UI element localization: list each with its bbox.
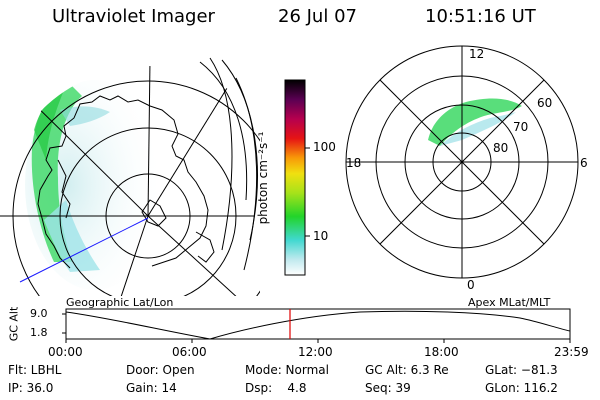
colorbar-tick-label-10: 10	[313, 229, 329, 243]
gain-info: Gain: 14	[126, 381, 177, 395]
seq-info: Seq: 39	[365, 381, 411, 395]
ip-info: IP: 36.0	[8, 381, 54, 395]
meridian-line	[147, 79, 233, 217]
aurora-band-left	[34, 90, 64, 160]
altitude-strip	[62, 308, 571, 343]
altitude-ytick-1.8: 1.8	[30, 326, 48, 339]
mlt-line-diagonal	[379, 79, 545, 245]
lat-arc-outer	[199, 61, 248, 201]
door-info: Door: Open	[126, 363, 195, 377]
meridian-line	[147, 215, 241, 296]
time-tick-0000: 00:00	[48, 345, 83, 359]
coastline	[195, 231, 215, 263]
aurora-inner-polar	[440, 112, 516, 146]
meridian-line	[147, 66, 151, 217]
mlat-label-70: 70	[513, 120, 529, 134]
coastline	[37, 189, 71, 269]
coastline	[57, 159, 71, 219]
meridian-line	[19, 89, 149, 217]
mlt-label-6: 6	[580, 156, 588, 170]
time-tick-0600: 06:00	[172, 345, 207, 359]
altitude-ytick-9: 9.0	[30, 307, 48, 320]
altitude-frame	[65, 308, 571, 340]
aurora-oval-polar	[428, 98, 522, 146]
coastline	[141, 199, 167, 227]
aurora-tail-left	[44, 200, 100, 272]
colorbar-unit-label: photon cm⁻²s⁻¹	[256, 131, 270, 225]
lat-arc-outer	[209, 57, 233, 251]
flt-info: Flt: LBHL	[8, 363, 62, 377]
altitude-curve	[65, 310, 571, 340]
altitude-ylabel: GC Alt	[7, 306, 21, 342]
meridian-line	[119, 215, 149, 296]
mlt-label-0: 0	[467, 278, 475, 292]
colorbar-tick-label-100: 100	[313, 140, 336, 154]
lat-arc-outer	[235, 77, 258, 271]
instrument-title: Ultraviolet Imager	[52, 6, 215, 27]
mlt-label-18: 18	[346, 156, 362, 170]
geographic-caption: Geographic Lat/Lon	[66, 296, 174, 309]
glon-info: GLon: 116.2	[485, 381, 558, 395]
mode-info: Mode: Normal	[245, 363, 329, 377]
polar-plot	[345, 45, 579, 279]
gc-alt-info: GC Alt: 6.3 Re	[365, 363, 449, 377]
time-tick-1200: 12:00	[298, 345, 333, 359]
date-label: 26 Jul 07	[278, 6, 357, 27]
aurora-patch-left	[60, 106, 110, 126]
mlat-label-60: 60	[537, 96, 553, 110]
time-label: 10:51:16 UT	[425, 6, 536, 27]
colorbar	[284, 79, 306, 276]
glat-info: GLat: −81.3	[485, 363, 558, 377]
time-tick-1800: 18:00	[424, 345, 459, 359]
geographic-map	[0, 57, 260, 296]
spacecraft-track	[19, 217, 149, 283]
dsp-info: Dsp: 4.8	[245, 381, 307, 395]
mlat-label-80: 80	[493, 141, 509, 155]
time-tick-2359: 23:59	[554, 345, 589, 359]
apex-caption: Apex MLat/MLT	[468, 296, 551, 309]
mlt-label-12: 12	[469, 47, 485, 61]
coastline	[39, 95, 209, 267]
